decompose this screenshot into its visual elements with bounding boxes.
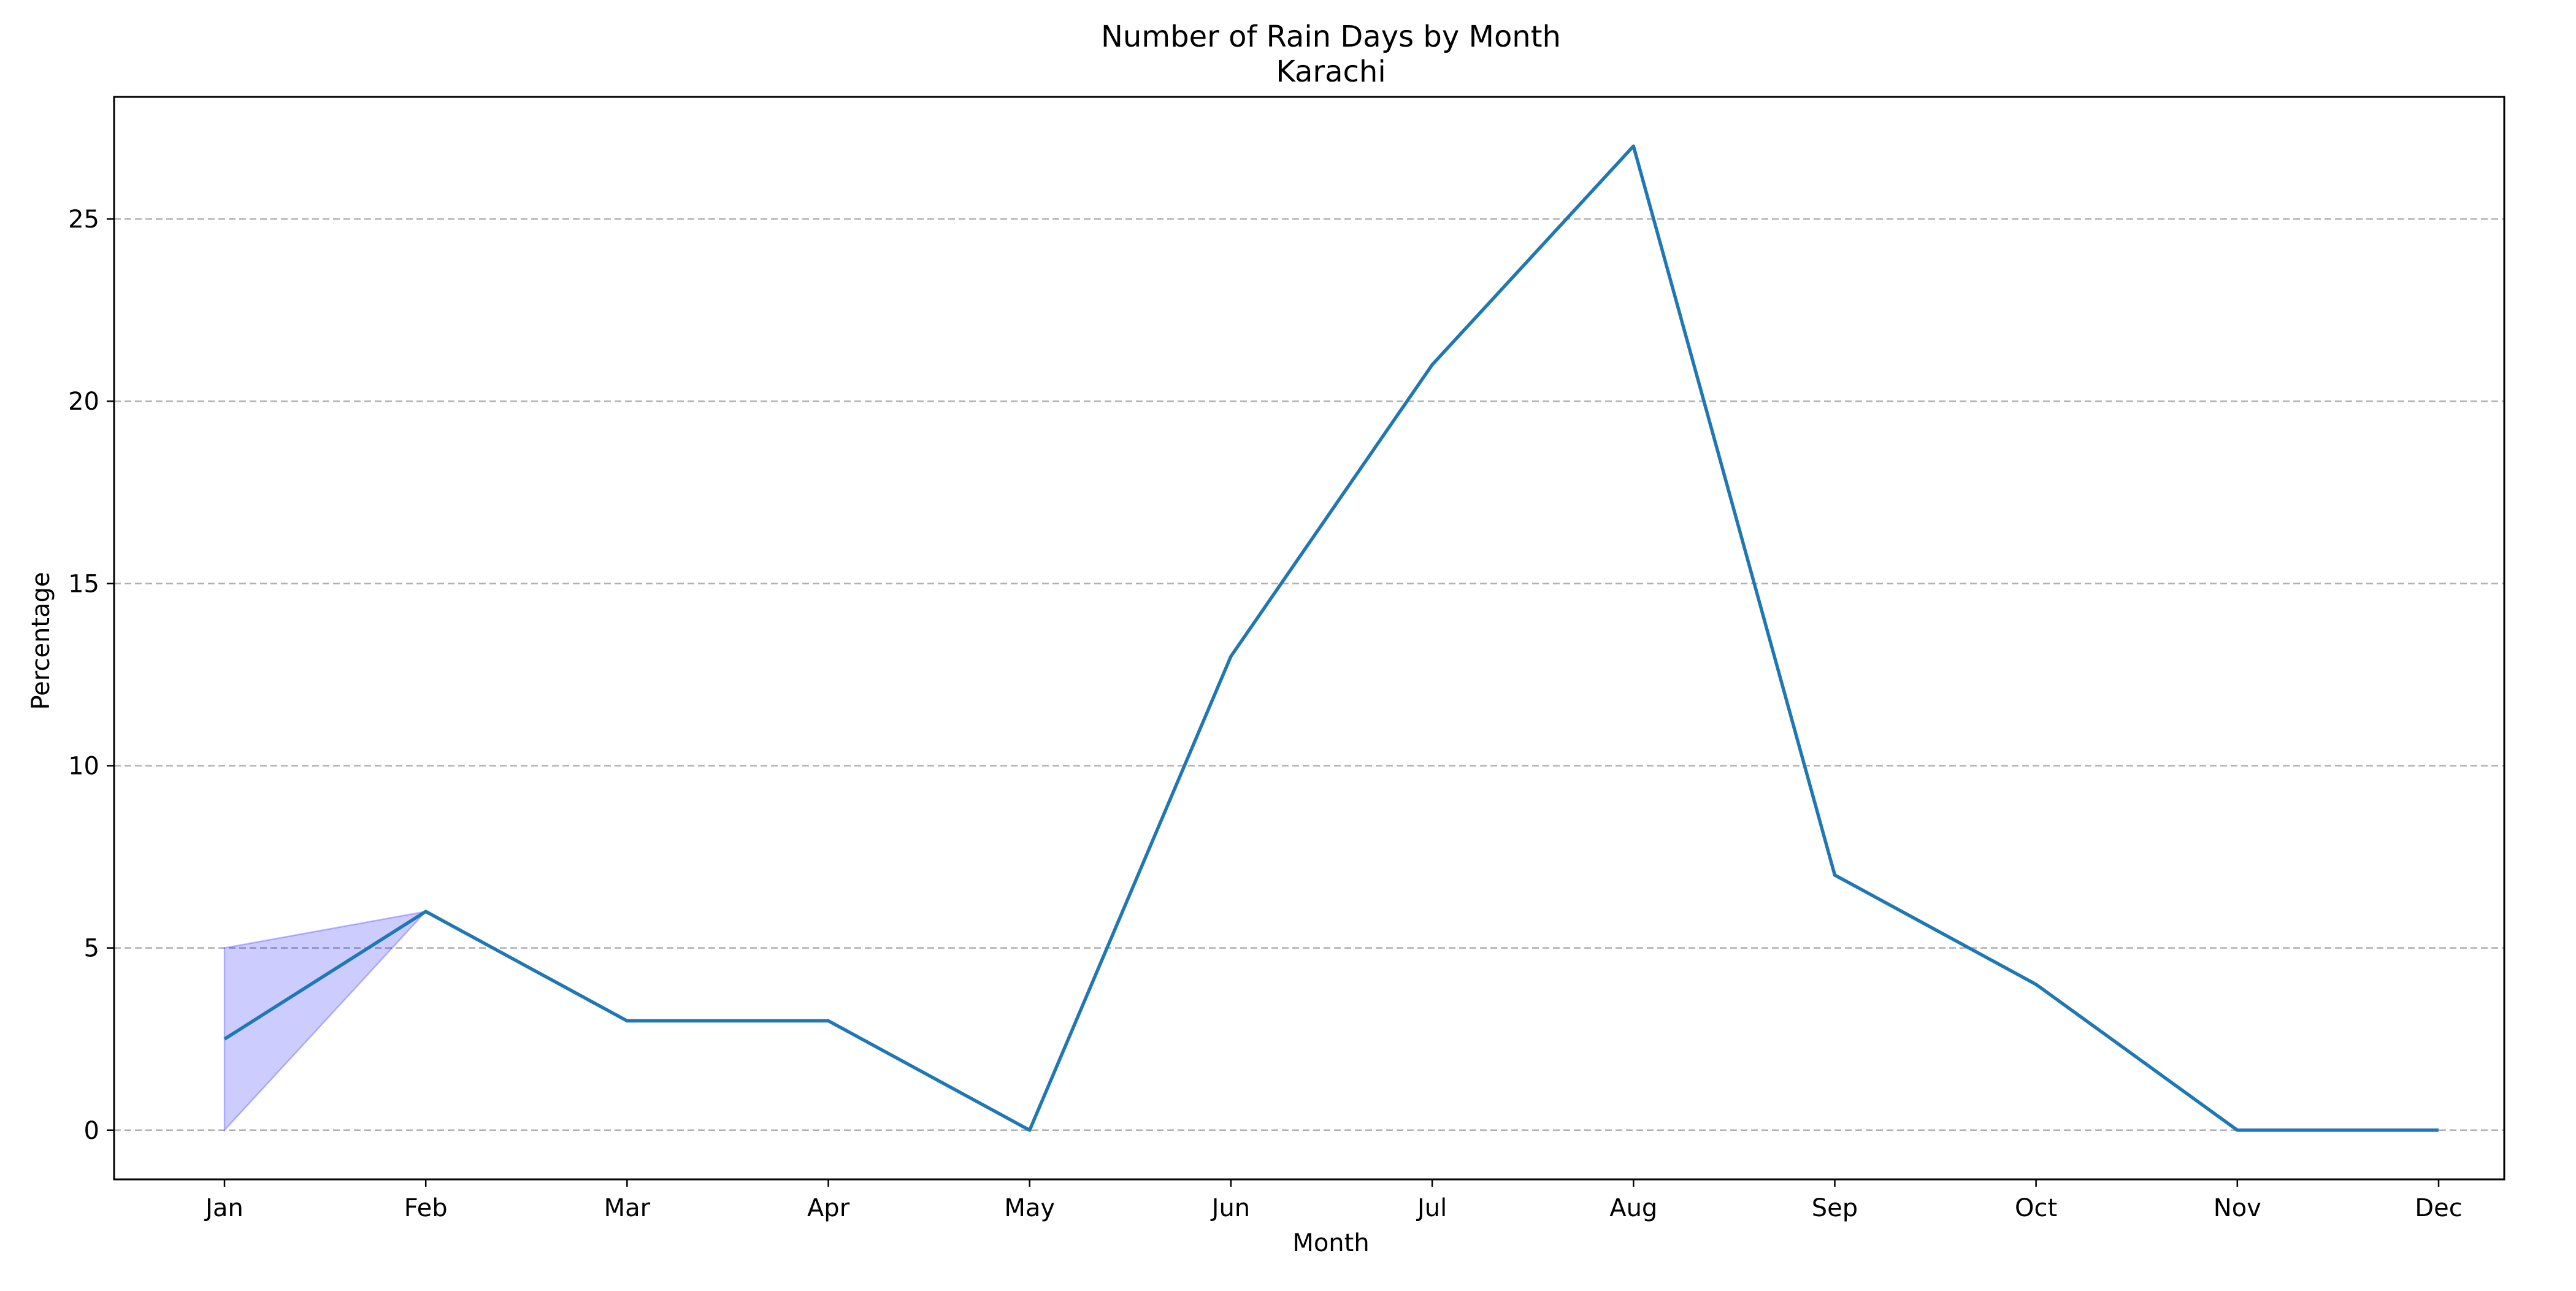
y-tick-label: 15 — [68, 570, 99, 598]
y-tick-label: 25 — [68, 205, 99, 234]
x-tick-label: Apr — [807, 1194, 850, 1222]
x-tick-label: Aug — [1609, 1194, 1657, 1222]
x-tick-label: Jun — [1210, 1194, 1251, 1222]
x-tick-label: Jul — [1416, 1194, 1447, 1222]
y-tick-label: 20 — [68, 388, 99, 416]
y-axis-label: Percentage — [27, 572, 55, 710]
x-tick-label: Mar — [604, 1194, 651, 1222]
x-tick-label: Oct — [2015, 1194, 2057, 1222]
y-tick-label: 0 — [84, 1117, 99, 1145]
x-tick-label: Sep — [1812, 1194, 1858, 1222]
x-tick-label: Jan — [204, 1194, 243, 1222]
chart-title: Number of Rain Days by Month — [1101, 20, 1561, 54]
x-tick-label: May — [1004, 1194, 1055, 1222]
y-tick-label: 5 — [84, 935, 99, 963]
x-tick-label: Dec — [2415, 1194, 2462, 1222]
y-tick-label: 10 — [68, 752, 99, 780]
x-axis-label: Month — [1292, 1229, 1369, 1257]
x-tick-label: Nov — [2214, 1194, 2261, 1222]
x-tick-label: Feb — [404, 1194, 448, 1222]
chart-subtitle: Karachi — [1276, 55, 1386, 89]
